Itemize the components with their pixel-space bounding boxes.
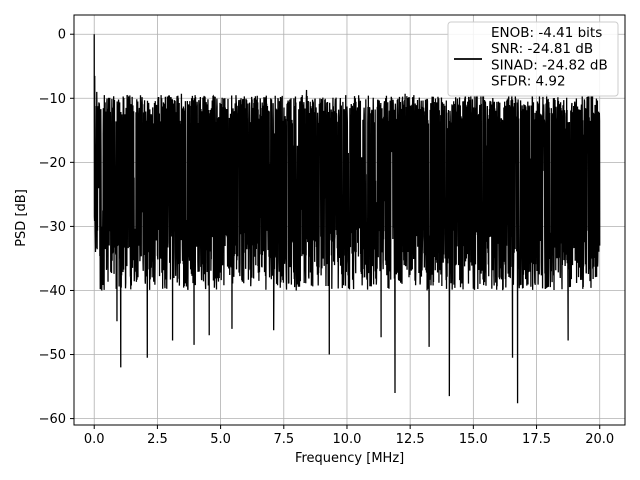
x-tick-label: 17.5 <box>522 432 551 447</box>
y-axis-label: PSD [dB] <box>14 189 29 247</box>
x-tick-label: 15.0 <box>459 432 488 447</box>
x-tick-label: 7.5 <box>273 432 294 447</box>
x-tick-label: 12.5 <box>396 432 425 447</box>
y-tick-label: −20 <box>39 156 66 171</box>
y-tick-label: −10 <box>39 92 66 107</box>
legend-entry: ENOB: -4.41 bits <box>491 25 602 41</box>
legend-box <box>447 21 619 97</box>
axes-frame <box>73 14 626 426</box>
y-tick-label: −40 <box>39 284 66 299</box>
y-tick-label: 0 <box>58 28 66 43</box>
x-tick-label: 20.0 <box>585 432 614 447</box>
legend-entry: SFDR: 4.92 <box>491 74 566 90</box>
y-tick-label: −30 <box>39 220 66 235</box>
y-tick-label: −50 <box>39 348 66 363</box>
y-tick-label: −60 <box>39 412 66 427</box>
x-tick-label: 5.0 <box>210 432 231 447</box>
plot-data <box>93 34 601 404</box>
x-tick-label: 0.0 <box>84 432 105 447</box>
x-tick-label: 10.0 <box>332 432 361 447</box>
psd-series-line <box>93 34 601 404</box>
axes: 0.0 2.5 5.0 7.5 10.0 12.5 15.0 17.5 20.0 0 −10 −20 −… <box>39 14 626 447</box>
x-axis-label: Frequency [MHz] <box>295 451 404 466</box>
x-tick-label: 2.5 <box>147 432 168 447</box>
legend-entry: SINAD: -24.82 dB <box>491 57 608 73</box>
legend-entry: SNR: -24.81 dB <box>491 41 593 57</box>
